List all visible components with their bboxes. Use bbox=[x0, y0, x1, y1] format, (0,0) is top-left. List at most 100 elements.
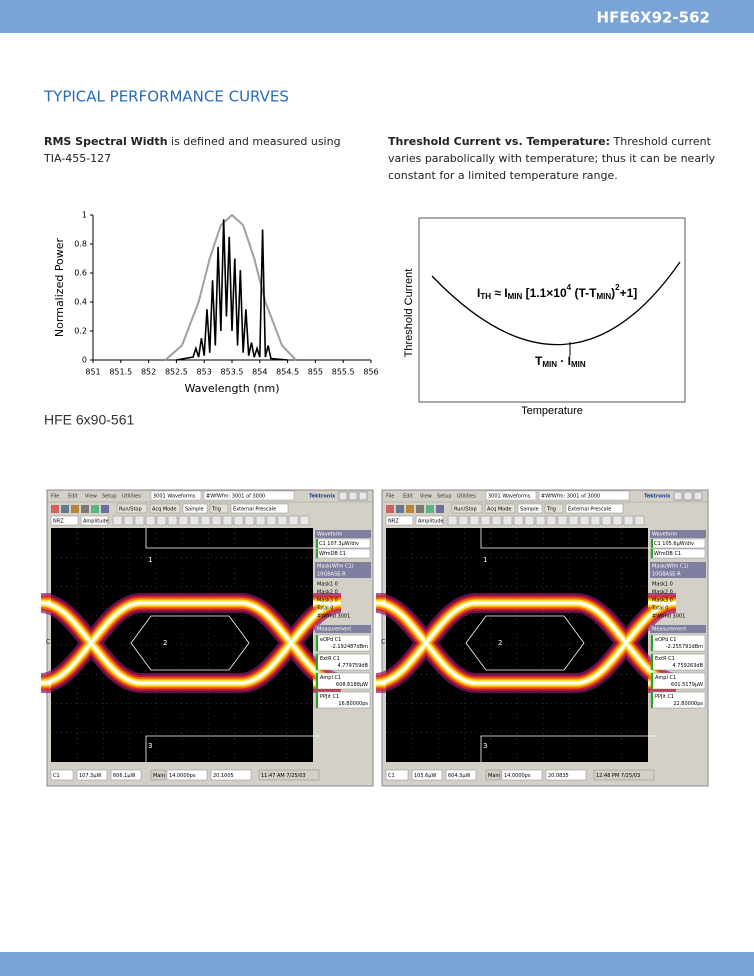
mask-marker: 1 bbox=[148, 556, 152, 564]
min-label-part: MIN bbox=[542, 360, 557, 369]
status-text: 20.1005 bbox=[213, 773, 234, 779]
text: is defined and measured using bbox=[168, 135, 341, 148]
toolbar-field bbox=[565, 503, 624, 514]
status-text: 606.1μW bbox=[113, 773, 135, 779]
scope-screenshot: FileEditViewSetupUtilitiesHelp3001 Wavef… bbox=[39, 489, 374, 787]
window-button bbox=[358, 491, 368, 501]
mask-row: Mask2 0 bbox=[317, 590, 338, 596]
series-line bbox=[176, 219, 288, 361]
tool-icon bbox=[557, 515, 568, 526]
toolbar-field bbox=[451, 503, 483, 514]
status-text: 604.3μW bbox=[448, 773, 470, 779]
window-button bbox=[338, 491, 348, 501]
mask-row: #Wfmd 3001 bbox=[652, 614, 685, 620]
brand: Tektronix bbox=[309, 494, 336, 500]
wfm-field bbox=[203, 490, 295, 501]
toolbar-field bbox=[544, 503, 564, 514]
mask-center bbox=[465, 615, 585, 671]
x-tick-label: 855 bbox=[308, 368, 323, 377]
panel-header-text: 10GBASE-R bbox=[652, 572, 681, 578]
y-tick-label: 0.8 bbox=[74, 240, 87, 249]
x-axis-label: Wavelength (nm) bbox=[184, 382, 279, 395]
toolbar-text: External Prescale bbox=[233, 507, 276, 513]
right-paragraph: Threshold Current vs. Temperature: Thres… bbox=[388, 135, 712, 148]
menu-item: File bbox=[386, 494, 394, 500]
tool-icon bbox=[502, 515, 513, 526]
panel-flag bbox=[651, 654, 653, 670]
panel-flag bbox=[316, 673, 318, 689]
status-text: 11:47 AM 7/25/03 bbox=[261, 773, 306, 779]
channel-tag: C1 bbox=[46, 639, 54, 646]
series-line bbox=[164, 213, 297, 361]
tool-icon bbox=[112, 515, 123, 526]
mask-row: Mask1 0 bbox=[317, 582, 338, 588]
toolbar-text: Run/Stop bbox=[119, 507, 142, 513]
y-tick-label: 0.6 bbox=[74, 269, 87, 278]
mask-row: #Wfmd 3001 bbox=[317, 614, 350, 620]
status-field bbox=[76, 769, 108, 781]
panel-header-text: Measurement bbox=[317, 627, 351, 633]
x-tick-label: 854.5 bbox=[276, 368, 299, 377]
eye-diagram: 1 2 3 bbox=[374, 528, 678, 762]
menu-item: View bbox=[420, 494, 432, 500]
mask-row: Mask3 0 bbox=[317, 598, 338, 604]
status-field bbox=[385, 769, 409, 781]
panel-header-text: Mask(Wfm C1) bbox=[317, 564, 354, 570]
header-bar bbox=[0, 0, 754, 33]
mask-marker: 3 bbox=[483, 742, 487, 750]
measurement-value: 601.5179μW bbox=[671, 682, 703, 688]
status-field bbox=[485, 769, 501, 781]
toolbar-text: Trig bbox=[546, 507, 556, 513]
window-button bbox=[693, 491, 703, 501]
x-tick-label: 852.5 bbox=[165, 368, 188, 377]
wfm-field bbox=[538, 490, 630, 501]
measurement-name: Ampl C1 bbox=[655, 675, 676, 681]
tool-icon bbox=[167, 515, 178, 526]
panel-flag bbox=[651, 673, 653, 689]
spectral-chart: 0 0.2 0.4 0.6 0.8 1 851 851.5 852 852.5 853 853.5 85… bbox=[53, 211, 379, 396]
tool-icon bbox=[590, 515, 601, 526]
toolbar-text: Amplitude bbox=[83, 519, 109, 525]
panel-header-text: Waveform bbox=[317, 532, 343, 538]
mask-bottom bbox=[480, 735, 656, 762]
section-title: TYPICAL PERFORMANCE CURVES bbox=[43, 88, 289, 106]
mask-row: Mask2 0 bbox=[652, 590, 673, 596]
y-tick-label: 1 bbox=[82, 211, 87, 220]
tool-icon bbox=[386, 505, 394, 513]
tool-icon bbox=[277, 515, 288, 526]
tool-icon bbox=[568, 515, 579, 526]
toolbar-field bbox=[415, 515, 444, 526]
tool-icon bbox=[211, 515, 222, 526]
toolbar-field bbox=[50, 515, 79, 526]
footer-bar bbox=[0, 952, 754, 976]
measurement-value: -2.255791dBm bbox=[666, 644, 703, 650]
x-tick-label: 852 bbox=[141, 368, 156, 377]
menu-item: Edit bbox=[68, 494, 78, 500]
measurement-value: 22.80000ps bbox=[673, 701, 703, 707]
tool-icon bbox=[436, 505, 444, 513]
x-tick-label: 853.5 bbox=[221, 368, 244, 377]
status-field bbox=[50, 769, 74, 781]
panel-header-text: Mask(Wfm C1) bbox=[652, 564, 689, 570]
panel-text: C1 107.3μW/div bbox=[319, 541, 359, 547]
panel-flag bbox=[651, 549, 653, 558]
equation-part: 4 bbox=[567, 283, 572, 292]
menu-item: Utilities bbox=[457, 494, 476, 500]
panel-flag bbox=[316, 549, 318, 558]
panel-flag bbox=[651, 692, 653, 708]
toolbar-text: Amplitude bbox=[418, 519, 444, 525]
tool-icon bbox=[266, 515, 277, 526]
tool-icon bbox=[480, 515, 491, 526]
panel-flag bbox=[316, 539, 318, 548]
toolbar-text: Acq Mode bbox=[152, 507, 176, 513]
panel-header bbox=[650, 625, 706, 633]
status-field bbox=[445, 769, 477, 781]
x-tick-label: 853 bbox=[197, 368, 212, 377]
toolbar-field bbox=[80, 515, 109, 526]
panel-header bbox=[315, 530, 371, 538]
tool-icon bbox=[244, 515, 255, 526]
menu-item: Setup bbox=[437, 494, 452, 500]
menu-item: View bbox=[85, 494, 97, 500]
x-tick-label: 855.5 bbox=[332, 368, 355, 377]
tool-icon bbox=[623, 515, 634, 526]
